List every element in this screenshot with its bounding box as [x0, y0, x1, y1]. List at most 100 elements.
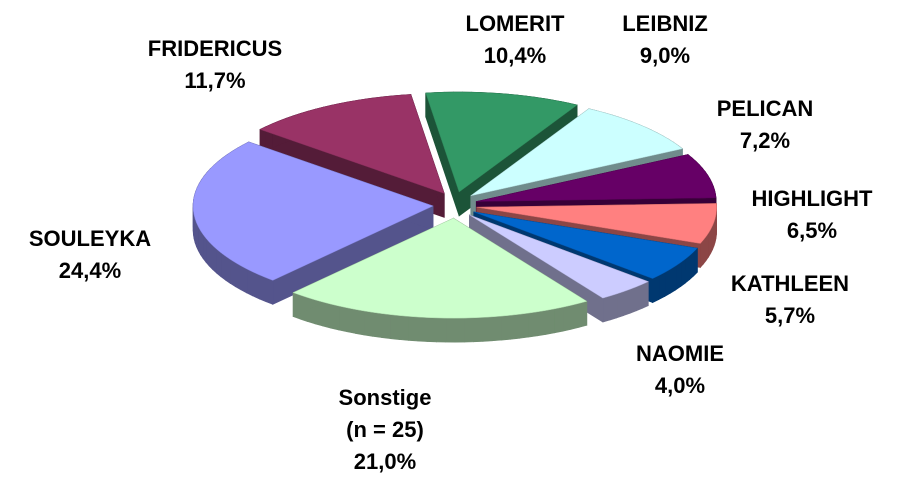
slice-side	[225, 255, 231, 284]
slice-side	[229, 258, 236, 288]
slice-side	[629, 286, 637, 314]
slice-side	[693, 247, 698, 277]
category-label: SOULEYKA	[28, 226, 152, 251]
slice-side	[675, 261, 682, 291]
value-label: 11,7%	[184, 68, 246, 93]
slice	[476, 203, 717, 244]
slice-label: LEIBNIZ 9,0%	[580, 8, 750, 72]
slice-side	[252, 271, 260, 300]
category-label: NAOMIE	[636, 341, 724, 366]
slice-side	[445, 317, 456, 343]
slice	[469, 214, 649, 299]
slice-side	[464, 317, 474, 343]
value-label: 6,5%	[786, 218, 838, 243]
slice-side	[205, 237, 210, 267]
slice-side	[536, 310, 547, 337]
slice-side	[664, 268, 671, 297]
slice-side	[510, 313, 520, 340]
slice-label: NAOMIE 4,0%	[595, 338, 765, 402]
slice-side	[417, 316, 428, 342]
slice-side	[708, 228, 712, 258]
slice-side	[689, 251, 695, 281]
value-label: 9,0%	[639, 43, 691, 68]
value-label: 10,4%	[483, 43, 547, 68]
slice-side	[346, 307, 356, 334]
slice-label: FRIDERICUS 11,7%	[130, 33, 300, 97]
category-label: PELICAN	[716, 96, 814, 121]
slice-side	[636, 283, 643, 312]
slice-side	[501, 314, 511, 341]
slice-side	[363, 310, 374, 337]
slice-side	[200, 229, 204, 260]
slice-group	[192, 141, 434, 305]
slice-side	[216, 248, 222, 278]
slice-label: LOMERIT 10,4%	[430, 8, 600, 72]
category-label: KATHLEEN	[730, 271, 850, 296]
slice	[292, 217, 588, 319]
slice-side	[390, 314, 400, 340]
slice-side	[680, 258, 686, 288]
slice-side	[408, 316, 419, 342]
slice-label: PELICAN 7,2%	[680, 93, 850, 157]
slice	[473, 211, 698, 279]
slice-group	[292, 217, 588, 343]
slice-side	[570, 303, 580, 330]
category-label: FRIDERICUS	[147, 36, 283, 61]
slice-side	[454, 317, 465, 343]
slice-side	[381, 313, 391, 340]
slice-side	[685, 254, 691, 284]
value-label: 24,4%	[58, 258, 122, 283]
slice-side	[265, 277, 274, 305]
slice-side	[602, 295, 611, 323]
category-label: Sonstige (n = 25)	[338, 385, 432, 442]
slice-side	[554, 306, 564, 334]
slice-side	[473, 317, 484, 343]
slice-label: SOULEYKA 24,4%	[5, 223, 175, 287]
slice-side	[240, 265, 248, 294]
slice-side	[198, 225, 201, 256]
category-label: LOMERIT	[465, 11, 565, 36]
slice-side	[658, 271, 666, 301]
slice-side	[338, 305, 348, 333]
slice-side	[208, 241, 213, 271]
slice-side	[562, 304, 572, 332]
value-label: 7,2%	[739, 128, 791, 153]
slice	[192, 141, 434, 281]
slice-side	[528, 311, 538, 338]
slice-side	[642, 281, 649, 309]
slice-side	[519, 312, 529, 339]
slice-side	[426, 317, 437, 343]
slice-side	[652, 275, 660, 304]
slice-side	[258, 274, 267, 303]
slice-label: KATHLEEN 5,7%	[705, 268, 875, 332]
slice-side	[616, 291, 624, 319]
slice-side	[700, 239, 704, 269]
slice-side	[212, 244, 217, 274]
slice-side	[399, 315, 409, 341]
slice	[425, 91, 578, 193]
slice-side	[578, 300, 588, 328]
slice-side	[545, 308, 555, 335]
value-label: 4,0%	[654, 373, 706, 398]
value-label: 21,0%	[353, 449, 417, 474]
slice-side	[609, 293, 618, 321]
value-label: 5,7%	[764, 303, 816, 328]
slice-side	[235, 262, 242, 291]
slice-side	[220, 251, 226, 281]
slice	[476, 154, 717, 202]
slice-side	[246, 268, 254, 297]
slice-side	[322, 301, 331, 329]
slice-side	[491, 315, 502, 342]
slice-side	[202, 233, 207, 264]
slice-label: Sonstige (n = 25) 21,0%	[300, 382, 470, 478]
slice	[470, 108, 684, 197]
slice-side	[330, 303, 340, 331]
slice-side	[482, 316, 493, 342]
category-label: HIGHLIGHT	[751, 186, 873, 211]
slice	[259, 94, 445, 194]
slice-side	[623, 288, 631, 317]
slice-label: HIGHLIGHT 6,5%	[727, 183, 897, 247]
slice-side	[703, 235, 707, 265]
